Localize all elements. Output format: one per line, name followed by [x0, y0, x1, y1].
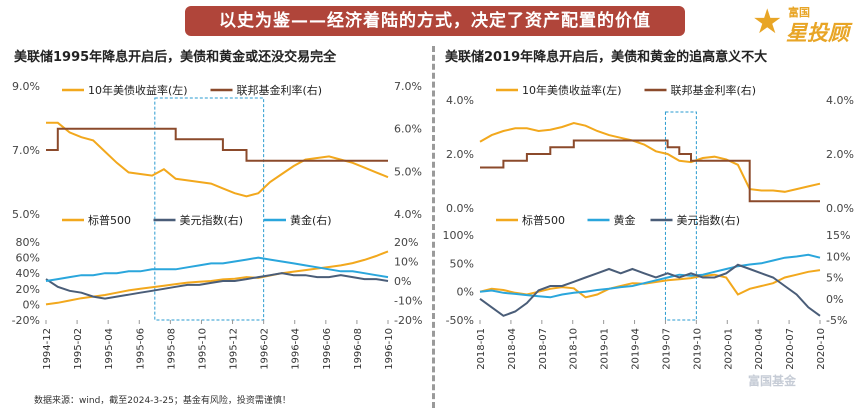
top-left-tick-label: 5.0%: [12, 208, 40, 221]
x-tick-label: 1996-10: [384, 328, 395, 370]
x-tick-label: 2019-07: [661, 328, 672, 370]
bottom-legend-label: 美元指数(右): [180, 213, 244, 227]
bottom-right-tick-label: 0%: [826, 293, 843, 306]
logo-big-text: 星投顾: [786, 21, 849, 45]
top-left-tick-label: 7.0%: [12, 144, 40, 157]
top-right-tick-label: 7.0%: [394, 80, 422, 93]
x-tick-label: 1996-08: [353, 328, 364, 370]
top-right-tick-label: 5.0%: [394, 165, 422, 178]
x-tick-label: 2018-10: [569, 328, 580, 370]
top-legend-label: 10年美债收益率(左): [522, 83, 622, 97]
bottom-left-tick-label: 60%: [16, 252, 40, 265]
top-series-line-1: [46, 127, 388, 162]
x-tick-label: 1995-02: [73, 328, 84, 370]
brand-logo: ★ 富国 星投顾: [752, 2, 860, 45]
bottom-right-tick-label: -20%: [394, 314, 422, 327]
header-banner: 以史为鉴——经济着陆的方式，决定了资产配置的价值: [185, 6, 685, 36]
left-chart-title: 美联储1995年降息开启后，美债和黄金或还没交易完全: [14, 50, 337, 65]
bottom-series-line-0: [45, 250, 389, 306]
x-tick-label: 1996-06: [322, 328, 333, 370]
x-tick-label: 1996-04: [291, 328, 302, 370]
top-right-tick-label: 2.0%: [826, 148, 854, 161]
x-tick-label: 1996-02: [260, 328, 271, 370]
star-icon: ★: [752, 2, 783, 42]
bottom-left-tick-label: 100%: [443, 229, 474, 242]
bottom-left-tick-label: 40%: [16, 267, 40, 280]
x-tick-label: 2018-07: [538, 328, 549, 370]
top-right-tick-label: 4.0%: [826, 94, 854, 107]
x-tick-label: 2019-04: [631, 328, 642, 370]
x-tick-label: 1995-06: [135, 328, 146, 370]
bottom-right-tick-label: -10%: [394, 295, 422, 308]
bottom-right-tick-label: -5%: [826, 314, 847, 327]
top-series-line-0: [46, 121, 389, 198]
top-right-tick-label: 6.0%: [394, 123, 422, 136]
top-series-line-0: [479, 121, 821, 193]
x-tick-label: 2020-07: [785, 328, 796, 370]
bottom-left-tick-label: -50%: [446, 314, 474, 327]
bottom-series-line-2: [479, 263, 821, 317]
highlight-range-box: [664, 111, 697, 321]
bottom-legend-label: 标普500: [522, 213, 565, 227]
x-tick-label: 1994-12: [42, 328, 53, 370]
bottom-right-tick-label: 10%: [394, 256, 418, 269]
x-tick-label: 2019-10: [692, 328, 703, 370]
top-right-tick-label: 4.0%: [394, 208, 422, 221]
bottom-left-tick-label: 0%: [457, 286, 474, 299]
top-legend-label: 10年美债收益率(左): [88, 83, 188, 97]
x-tick-label: 2019-01: [600, 328, 611, 370]
left-chart: 9.0% 7.0% 5.0% 7.0% 6.0% 5.0% 4.0% 80% 60% 40% 20%…: [12, 80, 423, 370]
right-chart: 4.0% 2.0% 0.0% 4.0% 2.0% 0.0% 100% 50% 0% -50% 15%…: [443, 83, 854, 370]
top-left-tick-label: 2.0%: [446, 148, 474, 161]
x-tick-label: 2020-04: [754, 328, 765, 370]
x-tick-label: 2020-10: [816, 328, 827, 370]
x-tick-label: 1995-12: [229, 328, 240, 370]
bottom-series-line-2: [45, 256, 389, 282]
x-tick-label: 2018-04: [507, 328, 518, 370]
bottom-left-tick-label: 0%: [23, 298, 40, 311]
bottom-series-line-0: [479, 269, 821, 299]
highlight-range-box: [154, 97, 265, 321]
bottom-legend-label: 黄金(右): [290, 213, 332, 227]
bottom-right-tick-label: 5%: [826, 272, 843, 285]
bottom-right-tick-label: 15%: [826, 229, 850, 242]
top-right-tick-label: 0.0%: [826, 202, 854, 215]
top-left-tick-label: 4.0%: [446, 94, 474, 107]
bottom-left-tick-label: -20%: [12, 314, 40, 327]
header-title: 以史为鉴——经济着陆的方式，决定了资产配置的价值: [219, 11, 651, 31]
top-series-line-1: [480, 139, 820, 203]
top-left-tick-label: 9.0%: [12, 80, 40, 93]
top-legend-label: 联邦基金利率(右): [671, 83, 757, 97]
bottom-legend-label: 美元指数(右): [677, 213, 741, 227]
x-tick-label: 1995-10: [197, 328, 208, 370]
bottom-left-tick-label: 80%: [16, 236, 40, 249]
top-legend-label: 联邦基金利率(右): [237, 83, 323, 97]
bottom-right-tick-label: 20%: [394, 236, 418, 249]
logo-small-text: 富国: [788, 6, 810, 19]
panel-divider: [432, 46, 435, 408]
footer-source: 数据来源：wind，截至2024-3-25；基金有风险，投资需谨慎！: [34, 396, 291, 406]
top-left-tick-label: 0.0%: [446, 202, 474, 215]
x-tick-label: 2020-01: [723, 328, 734, 370]
bottom-right-tick-label: 0%: [394, 275, 411, 288]
bottom-legend-label: 标普500: [88, 213, 131, 227]
bottom-left-tick-label: 20%: [16, 283, 40, 296]
bottom-series-line-1: [45, 272, 389, 300]
bottom-series-line-1: [479, 253, 821, 299]
x-tick-label: 1995-04: [104, 328, 115, 370]
x-tick-label: 2018-01: [476, 328, 487, 370]
bottom-right-tick-label: 10%: [826, 250, 850, 263]
bottom-left-tick-label: 50%: [450, 257, 474, 270]
watermark: 富国基金: [748, 374, 797, 388]
right-chart-title: 美联储2019年降息开启后，美债和黄金的追高意义不大: [445, 50, 768, 65]
bottom-legend-label: 黄金: [614, 213, 636, 227]
x-tick-label: 1995-08: [166, 328, 177, 370]
